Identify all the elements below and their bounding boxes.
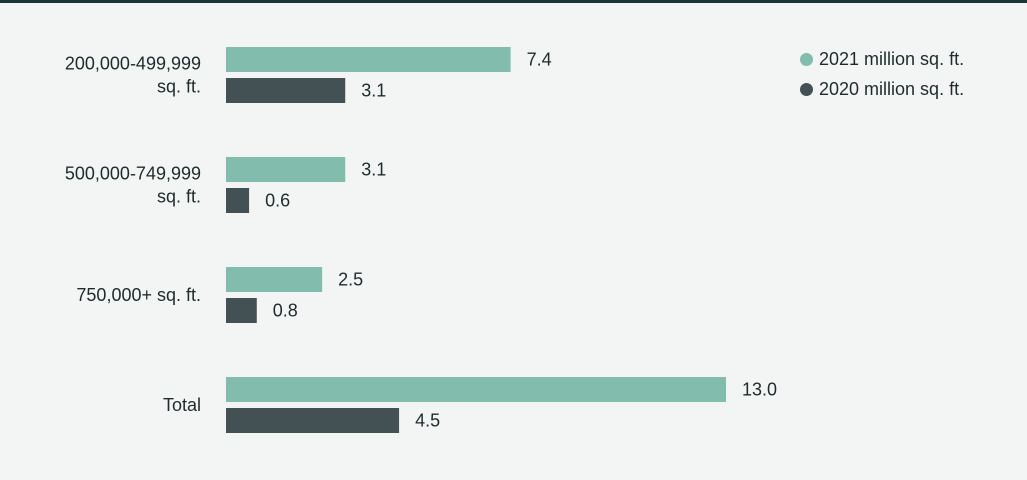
bar-2020 bbox=[226, 298, 257, 323]
legend-item-2021: 2021 million sq. ft. bbox=[800, 44, 964, 74]
value-label: 3.1 bbox=[361, 81, 386, 101]
legend-swatch-2021 bbox=[800, 52, 813, 66]
legend-swatch-2020 bbox=[800, 82, 813, 96]
category-label-line: sq. ft. bbox=[157, 77, 201, 97]
value-label: 7.4 bbox=[527, 50, 552, 70]
top-rule bbox=[0, 0, 1027, 3]
value-label: 4.5 bbox=[415, 411, 440, 431]
bar-2021 bbox=[226, 267, 323, 292]
category-label: Total bbox=[163, 395, 201, 415]
value-label: 0.8 bbox=[273, 301, 298, 321]
category-label: 750,000+ sq. ft. bbox=[76, 285, 201, 305]
category-label-line: 750,000+ sq. ft. bbox=[76, 285, 201, 305]
category-label: 500,000-749,999 sq. ft. bbox=[65, 164, 201, 207]
value-label: 0.6 bbox=[265, 191, 290, 211]
bar-2021 bbox=[226, 47, 511, 72]
value-label: 2.5 bbox=[338, 270, 363, 290]
category-label-line: Total bbox=[163, 395, 201, 415]
bar-2021 bbox=[226, 157, 346, 182]
bar-2020 bbox=[226, 188, 250, 213]
bar-2020 bbox=[226, 78, 346, 103]
category-label-line: sq. ft. bbox=[157, 187, 201, 207]
legend-label-2020: 2020 million sq. ft. bbox=[819, 78, 965, 99]
category-label: 200,000-499,999 sq. ft. bbox=[65, 54, 201, 97]
category-label-line: 500,000-749,999 bbox=[65, 164, 201, 184]
category-label-line: 200,000-499,999 bbox=[65, 54, 201, 74]
bar-2020 bbox=[226, 408, 400, 433]
legend-item-2020: 2020 million sq. ft. bbox=[800, 74, 964, 104]
legend: 2021 million sq. ft. 2020 million sq. ft… bbox=[800, 44, 964, 104]
legend-label-2021: 2021 million sq. ft. bbox=[819, 48, 965, 69]
value-label: 13.0 bbox=[742, 380, 777, 400]
value-label: 3.1 bbox=[361, 160, 386, 180]
bar-2021 bbox=[226, 377, 726, 402]
